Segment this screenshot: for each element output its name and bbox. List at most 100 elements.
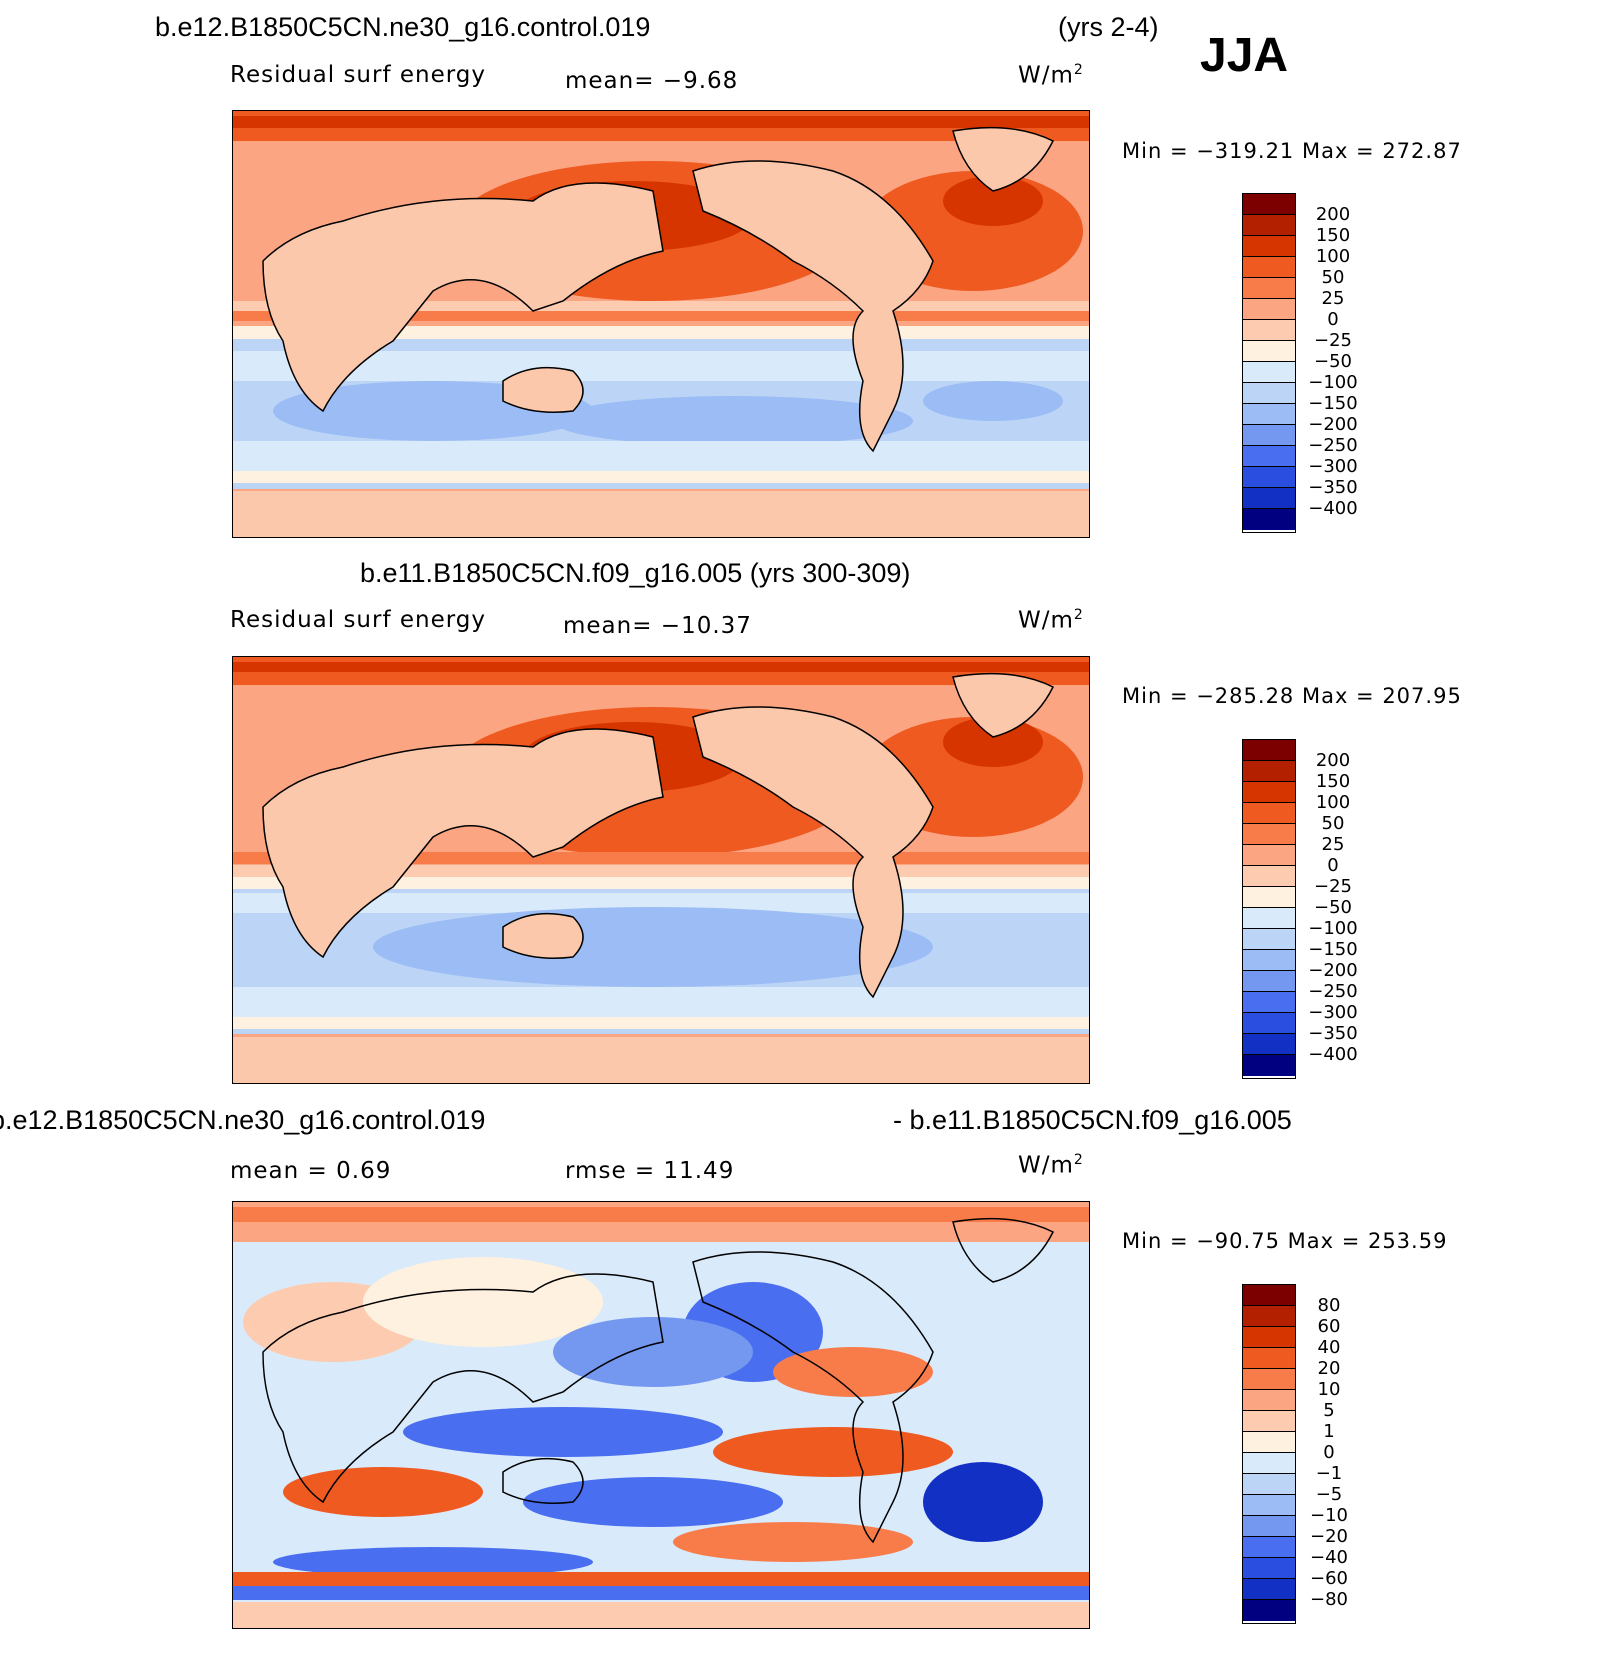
panel3-title-left: b.e12.B1850C5CN.ne30_g16.control.019 bbox=[0, 1105, 486, 1135]
colorbar-box bbox=[1243, 509, 1295, 530]
colorbar-box bbox=[1243, 824, 1295, 845]
colorbar-box bbox=[1243, 1411, 1295, 1432]
colorbar-box bbox=[1243, 341, 1295, 362]
colorbar-tick-label: 150 bbox=[1315, 225, 1351, 246]
colorbar-box bbox=[1243, 1285, 1295, 1306]
panel3-mean: mean = 0.69 bbox=[230, 1158, 392, 1184]
colorbar-tick-label: −60 bbox=[1310, 1568, 1348, 1589]
colorbar-tick-label: 80 bbox=[1317, 1295, 1341, 1316]
colorbar-tick-label: −25 bbox=[1314, 876, 1352, 897]
panel3-units: W/m2 bbox=[1018, 1152, 1084, 1179]
colorbar-box bbox=[1243, 1453, 1295, 1474]
colorbar-tick-label: −5 bbox=[1315, 1484, 1343, 1505]
colorbar-box bbox=[1243, 887, 1295, 908]
panel2-units: W/m2 bbox=[1018, 607, 1084, 634]
colorbar-box bbox=[1243, 740, 1295, 761]
colorbar-tick-label: −300 bbox=[1308, 1002, 1358, 1023]
colorbar-tick-label: 0 bbox=[1327, 855, 1339, 876]
colorbar-tick-label: −50 bbox=[1314, 897, 1352, 918]
colorbar-box bbox=[1243, 215, 1295, 236]
panel1-units: W/m2 bbox=[1018, 62, 1084, 89]
colorbar-tick-label: −50 bbox=[1314, 351, 1352, 372]
panel3-minmax: Min = −90.75 Max = 253.59 bbox=[1122, 1229, 1448, 1253]
panel1-mean: mean= −9.68 bbox=[565, 68, 739, 94]
colorbar-box bbox=[1243, 1516, 1295, 1537]
colorbar-tick-label: 10 bbox=[1317, 1379, 1341, 1400]
colorbar-box bbox=[1243, 362, 1295, 383]
panel3-contour-field bbox=[233, 1202, 1089, 1628]
panel3-map bbox=[232, 1201, 1090, 1629]
colorbar-tick-label: −300 bbox=[1308, 456, 1358, 477]
panel1-title-right: (yrs 2-4) bbox=[1058, 12, 1159, 42]
colorbar-tick-label: −100 bbox=[1308, 918, 1358, 939]
colorbar-tick-label: 50 bbox=[1321, 813, 1345, 834]
colorbar-box bbox=[1243, 1348, 1295, 1369]
colorbar-box bbox=[1243, 425, 1295, 446]
colorbar-box bbox=[1243, 488, 1295, 509]
panel2-title: b.e11.B1850C5CN.f09_g16.005 (yrs 300-309… bbox=[360, 558, 911, 588]
season-label: JJA bbox=[1200, 29, 1289, 82]
colorbar-tick-label: 200 bbox=[1315, 750, 1351, 771]
colorbar-box bbox=[1243, 1034, 1295, 1055]
panel3-title-right: - b.e11.B1850C5CN.f09_g16.005 bbox=[893, 1105, 1292, 1135]
colorbar-box bbox=[1243, 1558, 1295, 1579]
colorbar-box bbox=[1243, 194, 1295, 215]
colorbar-tick-label: 150 bbox=[1315, 771, 1351, 792]
colorbar-box bbox=[1243, 1327, 1295, 1348]
panel1-minmax: Min = −319.21 Max = 272.87 bbox=[1122, 139, 1462, 163]
colorbar-tick-label: −150 bbox=[1308, 939, 1358, 960]
panel3-rmse: rmse = 11.49 bbox=[565, 1158, 735, 1184]
colorbar-tick-label: 60 bbox=[1317, 1316, 1341, 1337]
colorbar-tick-label: −400 bbox=[1308, 498, 1358, 519]
colorbar-box bbox=[1243, 299, 1295, 320]
colorbar-box bbox=[1243, 1390, 1295, 1411]
colorbar-box bbox=[1243, 1474, 1295, 1495]
colorbar-tick-label: −350 bbox=[1308, 477, 1358, 498]
panel2-contour-field bbox=[233, 657, 1089, 1083]
colorbar-box bbox=[1243, 761, 1295, 782]
colorbar-box bbox=[1243, 929, 1295, 950]
panel2-colorbar bbox=[1242, 739, 1296, 1079]
colorbar-tick-label: −400 bbox=[1308, 1044, 1358, 1065]
panel3-colorbar bbox=[1242, 1284, 1296, 1624]
colorbar-box bbox=[1243, 404, 1295, 425]
colorbar-box bbox=[1243, 908, 1295, 929]
colorbar-tick-label: −10 bbox=[1310, 1505, 1348, 1526]
colorbar-box bbox=[1243, 236, 1295, 257]
colorbar-box bbox=[1243, 1537, 1295, 1558]
colorbar-tick-label: −200 bbox=[1308, 414, 1358, 435]
colorbar-tick-label: 40 bbox=[1317, 1337, 1341, 1358]
colorbar-box bbox=[1243, 1432, 1295, 1453]
colorbar-tick-label: −25 bbox=[1314, 330, 1352, 351]
colorbar-tick-label: 100 bbox=[1315, 246, 1351, 267]
colorbar-box bbox=[1243, 971, 1295, 992]
panel2-minmax: Min = −285.28 Max = 207.95 bbox=[1122, 684, 1462, 708]
colorbar-tick-label: −1 bbox=[1315, 1463, 1343, 1484]
panel1-variable: Residual surf energy bbox=[230, 62, 487, 88]
panel2-map bbox=[232, 656, 1090, 1084]
colorbar-tick-label: 5 bbox=[1323, 1400, 1335, 1421]
colorbar-box bbox=[1243, 866, 1295, 887]
colorbar-tick-label: 50 bbox=[1321, 267, 1345, 288]
colorbar-box bbox=[1243, 1369, 1295, 1390]
colorbar-box bbox=[1243, 446, 1295, 467]
colorbar-box bbox=[1243, 383, 1295, 404]
colorbar-tick-label: −250 bbox=[1308, 981, 1358, 1002]
colorbar-tick-label: −80 bbox=[1310, 1589, 1348, 1610]
colorbar-box bbox=[1243, 1055, 1295, 1076]
colorbar-box bbox=[1243, 950, 1295, 971]
panel2-variable: Residual surf energy bbox=[230, 607, 487, 633]
colorbar-tick-label: −200 bbox=[1308, 960, 1358, 981]
colorbar-box bbox=[1243, 845, 1295, 866]
panel1-title-left: b.e12.B1850C5CN.ne30_g16.control.019 bbox=[155, 12, 651, 42]
panel1-map bbox=[232, 110, 1090, 538]
colorbar-tick-label: 25 bbox=[1321, 834, 1345, 855]
colorbar-tick-label: 0 bbox=[1323, 1442, 1335, 1463]
colorbar-tick-label: −20 bbox=[1310, 1526, 1348, 1547]
colorbar-tick-label: −40 bbox=[1310, 1547, 1348, 1568]
colorbar-box bbox=[1243, 467, 1295, 488]
colorbar-box bbox=[1243, 1495, 1295, 1516]
colorbar-box bbox=[1243, 257, 1295, 278]
colorbar-box bbox=[1243, 320, 1295, 341]
colorbar-tick-label: −150 bbox=[1308, 393, 1358, 414]
